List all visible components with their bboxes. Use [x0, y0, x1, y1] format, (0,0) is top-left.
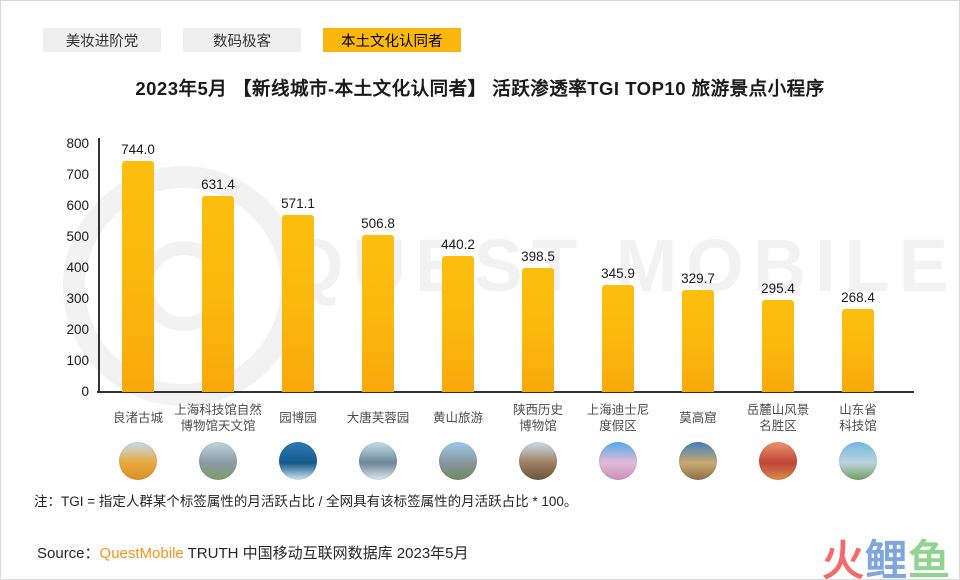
category-label: 园博园	[279, 411, 317, 425]
bar	[282, 214, 314, 392]
bar	[682, 289, 714, 392]
category-column: 园博园	[258, 397, 338, 480]
bar-column: 268.4	[818, 144, 898, 392]
categories-row: 良渚古城 上海科技馆自然 博物馆天文馆 园博园 大唐芙蓉园 黄山旅游 陕西历史 博物馆 上海迪士…	[98, 397, 898, 480]
x-axis-line	[97, 391, 914, 393]
bar-column: 345.9	[578, 144, 658, 392]
bar	[762, 300, 794, 392]
bar-column: 398.5	[498, 144, 578, 392]
category-column: 莫高窟	[658, 397, 738, 480]
liangzhu-ancient-city-photo-icon	[119, 442, 157, 480]
shanghai-disney-resort-photo-icon	[599, 442, 637, 480]
bar-value-label: 631.4	[201, 177, 235, 193]
bar	[442, 255, 474, 392]
audience-tab-bar: 美妆进阶党 数码极客 本土文化认同者	[43, 28, 461, 52]
category-label: 莫高窟	[679, 411, 717, 425]
bar-value-label: 345.9	[601, 265, 635, 281]
y-tick-label: 400	[66, 260, 89, 275]
tgi-definition-note: 注：TGI = 指定人群某个标签属性的月活跃占比 / 全网具有该标签属性的月活跃…	[34, 494, 578, 509]
category-column: 黄山旅游	[418, 397, 498, 480]
questmobile-brand-text: QuestMobile	[99, 545, 184, 562]
bar	[842, 308, 874, 392]
category-label: 上海迪士尼 度假区	[586, 403, 650, 433]
y-tick-label: 100	[66, 353, 89, 368]
category-label: 山东省 科技馆	[839, 403, 877, 433]
bar-column: 440.2	[418, 144, 498, 392]
shanghai-science-museum-photo-icon	[199, 442, 237, 480]
bar-value-label: 398.5	[521, 249, 555, 265]
y-tick-label: 600	[66, 198, 89, 213]
bar-column: 295.4	[738, 144, 818, 392]
tab-local-culture-identifier[interactable]: 本土文化认同者	[323, 28, 461, 52]
category-column: 上海科技馆自然 博物馆天文馆	[174, 397, 262, 480]
source-prefix: Source：	[37, 545, 100, 562]
bar	[362, 234, 394, 392]
bar-value-label: 440.2	[441, 236, 475, 252]
mogao-grottoes-photo-icon	[679, 442, 717, 480]
category-label: 陕西历史 博物馆	[512, 403, 563, 433]
category-column: 陕西历史 博物馆	[498, 397, 578, 480]
shaanxi-history-museum-photo-icon	[519, 442, 557, 480]
tab-beauty-enthusiast[interactable]: 美妆进阶党	[43, 28, 161, 52]
y-tick-label: 500	[66, 229, 89, 244]
source-line: Source：QuestMobile TRUTH 中国移动互联网数据库 2023…	[37, 542, 469, 563]
bar-value-label: 329.7	[681, 270, 715, 286]
bar-column: 631.4	[178, 144, 258, 392]
category-label: 大唐芙蓉园	[346, 411, 410, 425]
source-suffix: TRUTH 中国移动互联网数据库 2023年5月	[183, 545, 469, 562]
huoliyu-logo-char: 鲤	[864, 537, 908, 580]
bar	[602, 284, 634, 392]
huangshan-tourism-photo-icon	[439, 442, 477, 480]
bar	[202, 196, 234, 392]
garden-expo-park-photo-icon	[279, 442, 317, 480]
category-column: 山东省 科技馆	[818, 397, 898, 480]
category-label: 良渚古城	[112, 411, 163, 425]
bar-value-label: 268.4	[841, 289, 875, 305]
bar-value-label: 295.4	[761, 281, 795, 297]
huoliyu-logo-char: 火	[821, 537, 865, 580]
bar-value-label: 744.0	[121, 142, 155, 158]
category-label: 上海科技馆自然 博物馆天文馆	[174, 403, 262, 433]
huoliyu-logo-char: 鱼	[907, 537, 951, 580]
huoliyu-site-logo: 火鲤鱼	[821, 527, 951, 580]
yuelu-mountain-photo-icon	[759, 442, 797, 480]
y-tick-label: 800	[66, 136, 89, 151]
y-tick-label: 700	[66, 167, 89, 182]
y-tick-label: 300	[66, 291, 89, 306]
category-column: 大唐芙蓉园	[338, 397, 418, 480]
bar-value-label: 571.1	[281, 195, 315, 211]
chart-title: 2023年5月 【新线城市-本土文化认同者】 活跃渗透率TGI TOP10 旅游…	[135, 78, 825, 99]
bar-value-label: 506.8	[361, 215, 395, 231]
bar-column: 571.1	[258, 144, 338, 392]
category-column: 良渚古城	[98, 397, 178, 480]
bar-column: 329.7	[658, 144, 738, 392]
category-label: 黄山旅游	[432, 411, 483, 425]
y-tick-label: 200	[66, 322, 89, 337]
bar-column: 506.8	[338, 144, 418, 392]
y-tick-label: 0	[81, 384, 89, 399]
category-column: 岳麓山风景 名胜区	[738, 397, 818, 480]
tab-digital-geek[interactable]: 数码极客	[183, 28, 301, 52]
bar	[122, 161, 154, 392]
bar-column: 744.0	[98, 142, 178, 392]
bars-row: 744.0 631.4 571.1 506.8 440.2 398.5 345.9 329.7…	[98, 142, 898, 392]
bar	[522, 268, 554, 392]
shandong-science-museum-photo-icon	[839, 442, 877, 480]
category-column: 上海迪士尼 度假区	[578, 397, 658, 480]
datang-furong-garden-photo-icon	[359, 442, 397, 480]
category-label: 岳麓山风景 名胜区	[746, 403, 810, 433]
y-axis-line	[98, 138, 100, 392]
